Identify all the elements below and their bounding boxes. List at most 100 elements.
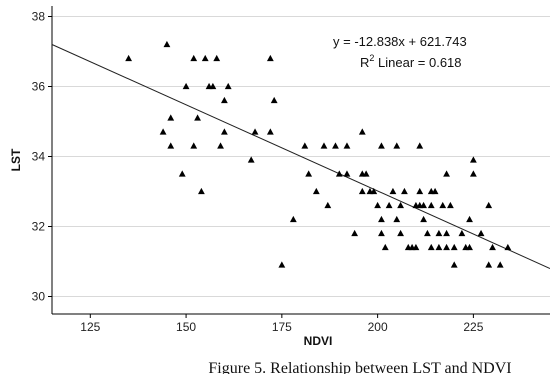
x-tick-label: 150 — [176, 320, 196, 334]
data-point-triangle — [159, 128, 167, 135]
y-ticks: 30 32 34 36 38 — [32, 10, 52, 304]
data-point-triangle — [224, 82, 232, 90]
data-point-triangle — [427, 243, 435, 251]
data-point-triangle — [278, 261, 286, 268]
data-point-triangle — [266, 54, 274, 62]
data-point-triangle — [125, 54, 133, 62]
data-point-triangle — [458, 229, 466, 237]
data-point-triangle — [435, 229, 443, 237]
data-point-triangle — [220, 96, 228, 104]
equation-annotation: y = -12.838x + 621.743 — [333, 34, 467, 49]
data-point-triangle — [381, 243, 389, 251]
data-point-triangle — [209, 82, 217, 90]
data-point-triangle — [420, 215, 427, 223]
data-point-triangle — [194, 114, 201, 121]
data-point-triangle — [178, 170, 186, 177]
r-squared-value: Linear = 0.618 — [374, 55, 461, 70]
data-point-triangle — [389, 187, 397, 195]
y-tick-label: 30 — [32, 290, 46, 304]
data-point-triangle — [450, 261, 458, 268]
data-point-triangle — [412, 243, 420, 251]
data-point-triangle — [335, 170, 343, 177]
data-point-triangle — [289, 215, 297, 223]
data-point-triangle — [420, 201, 427, 209]
y-tick-label: 34 — [32, 150, 46, 164]
regression-line — [51, 44, 550, 269]
data-point-triangle — [190, 54, 198, 62]
data-point-triangle — [504, 243, 512, 251]
data-point-triangle — [477, 229, 485, 237]
data-point-triangle — [358, 128, 366, 135]
data-point-triangle — [198, 187, 205, 195]
data-point-triangle — [393, 142, 401, 149]
data-point-triangle — [397, 229, 404, 237]
data-point-triangle — [305, 170, 313, 177]
y-tick-label: 38 — [32, 10, 46, 24]
data-point-triangle — [351, 229, 359, 237]
data-point-triangle — [343, 142, 351, 149]
data-point-triangle — [251, 128, 259, 135]
data-point-triangle — [167, 114, 175, 121]
data-point-triangle — [466, 215, 473, 223]
data-point-triangle — [378, 229, 385, 237]
data-point-triangle — [213, 54, 221, 62]
data-point-triangle — [385, 201, 393, 209]
data-point-triangle — [370, 187, 378, 195]
y-axis-title: LST — [9, 148, 23, 171]
y-tick-label: 36 — [32, 80, 46, 94]
data-point-triangle — [466, 243, 473, 251]
data-point-triangle — [167, 142, 175, 149]
data-point-triangle — [447, 201, 454, 209]
data-points — [125, 40, 512, 268]
data-point-triangle — [266, 128, 274, 135]
data-point-triangle — [397, 201, 404, 209]
data-point-triangle — [450, 243, 458, 251]
x-tick-label: 125 — [80, 320, 100, 334]
data-point-triangle — [182, 82, 190, 90]
x-axis-title: NDVI — [304, 334, 333, 348]
x-tick-label: 200 — [368, 320, 388, 334]
x-tick-label: 225 — [463, 320, 483, 334]
data-point-triangle — [416, 142, 424, 149]
data-point-triangle — [439, 201, 447, 209]
data-point-triangle — [220, 128, 228, 135]
data-point-triangle — [378, 142, 385, 149]
data-point-triangle — [427, 201, 435, 209]
data-point-triangle — [435, 243, 443, 251]
data-point-triangle — [416, 187, 424, 195]
data-point-triangle — [362, 170, 370, 177]
r-squared-prefix: R — [360, 55, 369, 70]
data-point-triangle — [201, 54, 209, 62]
data-point-triangle — [485, 201, 493, 209]
data-point-triangle — [270, 96, 278, 104]
data-point-triangle — [320, 142, 328, 149]
data-point-triangle — [312, 187, 320, 195]
data-point-triangle — [190, 142, 198, 149]
data-point-triangle — [424, 229, 431, 237]
data-point-triangle — [301, 142, 309, 149]
data-point-triangle — [489, 243, 496, 251]
data-point-triangle — [358, 187, 366, 195]
figure-caption: Figure 5. Relationship between LST and N… — [208, 360, 511, 374]
data-point-triangle — [443, 170, 450, 177]
data-point-triangle — [163, 40, 171, 48]
data-point-triangle — [374, 201, 382, 209]
data-point-triangle — [496, 261, 504, 268]
data-point-triangle — [443, 243, 450, 251]
data-point-triangle — [393, 215, 401, 223]
data-point-triangle — [324, 201, 332, 209]
data-point-triangle — [431, 187, 439, 195]
data-point-triangle — [343, 170, 351, 177]
data-point-triangle — [469, 156, 477, 163]
y-tick-label: 32 — [32, 220, 46, 234]
data-point-triangle — [247, 156, 255, 163]
data-point-triangle — [401, 187, 408, 195]
data-point-triangle — [332, 142, 339, 149]
r-squared-annotation: R2 Linear = 0.618 — [360, 53, 462, 70]
r-squared-superscript: 2 — [369, 53, 374, 63]
data-point-triangle — [217, 142, 224, 149]
x-tick-label: 175 — [272, 320, 292, 334]
data-point-triangle — [443, 229, 450, 237]
data-point-triangle — [378, 215, 385, 223]
